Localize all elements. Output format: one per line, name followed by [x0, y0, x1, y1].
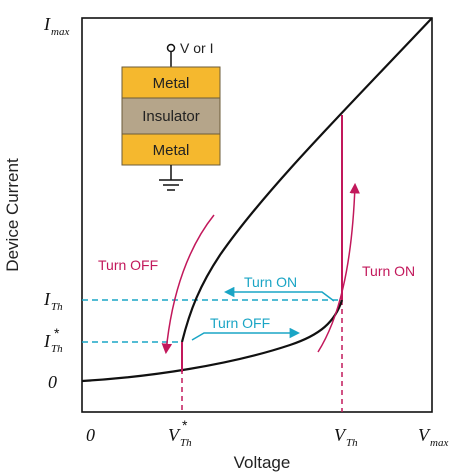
svg-text:V: V	[418, 425, 431, 445]
turn-off-cyan-label: Turn OFF	[210, 315, 270, 331]
svg-text:Th: Th	[51, 343, 63, 355]
x-tick-vth-star: V Th *	[168, 417, 192, 449]
svg-text:max: max	[430, 437, 448, 449]
y-tick-ith-star: I Th *	[43, 325, 63, 355]
svg-text:I: I	[43, 289, 51, 309]
turn-on-cyan-label: Turn ON	[244, 274, 297, 290]
svg-text:I: I	[43, 14, 51, 34]
metal-bottom-label: Metal	[153, 142, 190, 159]
svg-text:Th: Th	[51, 301, 63, 313]
y-tick-zero: 0	[48, 372, 57, 392]
turn-on-pink-arrow	[317, 182, 360, 353]
insulator-layer	[121, 97, 221, 135]
svg-text:*: *	[182, 417, 188, 433]
x-tick-vth: V Th	[334, 425, 358, 449]
svg-text:Th: Th	[346, 437, 358, 449]
turn-off-cyan-arrow	[191, 327, 301, 341]
metallic-state-curve	[180, 17, 433, 343]
svg-text:V: V	[168, 425, 181, 445]
metal-top-layer	[121, 66, 221, 99]
insulator-label: Insulator	[142, 108, 200, 125]
turn-on-cyan-arrow	[223, 286, 335, 302]
insulating-state-curve	[81, 299, 344, 383]
turn-off-pink-label: Turn OFF	[98, 257, 158, 273]
plot-frame	[81, 17, 433, 413]
svg-text:*: *	[54, 325, 60, 341]
terminal-label: V or I	[180, 40, 213, 56]
turn-off-pink-arrow	[161, 214, 215, 355]
metal-top-label: Metal	[153, 75, 190, 92]
y-tick-imax: I max	[43, 14, 69, 38]
y-axis-label: Device Current	[3, 158, 22, 272]
turn-on-pink-label: Turn ON	[362, 263, 415, 279]
svg-text:I: I	[43, 331, 51, 351]
x-tick-zero: 0	[86, 425, 95, 445]
svg-text:max: max	[51, 26, 69, 38]
svg-text:Th: Th	[180, 437, 192, 449]
x-axis-label: Voltage	[234, 453, 291, 472]
y-tick-ith: I Th	[43, 289, 63, 313]
metal-bottom-layer	[121, 133, 221, 166]
x-tick-vmax: V max	[418, 425, 448, 449]
device-stack: V or I Metal Insulator Metal	[121, 40, 221, 191]
terminal-node	[166, 43, 176, 53]
svg-text:V: V	[334, 425, 347, 445]
